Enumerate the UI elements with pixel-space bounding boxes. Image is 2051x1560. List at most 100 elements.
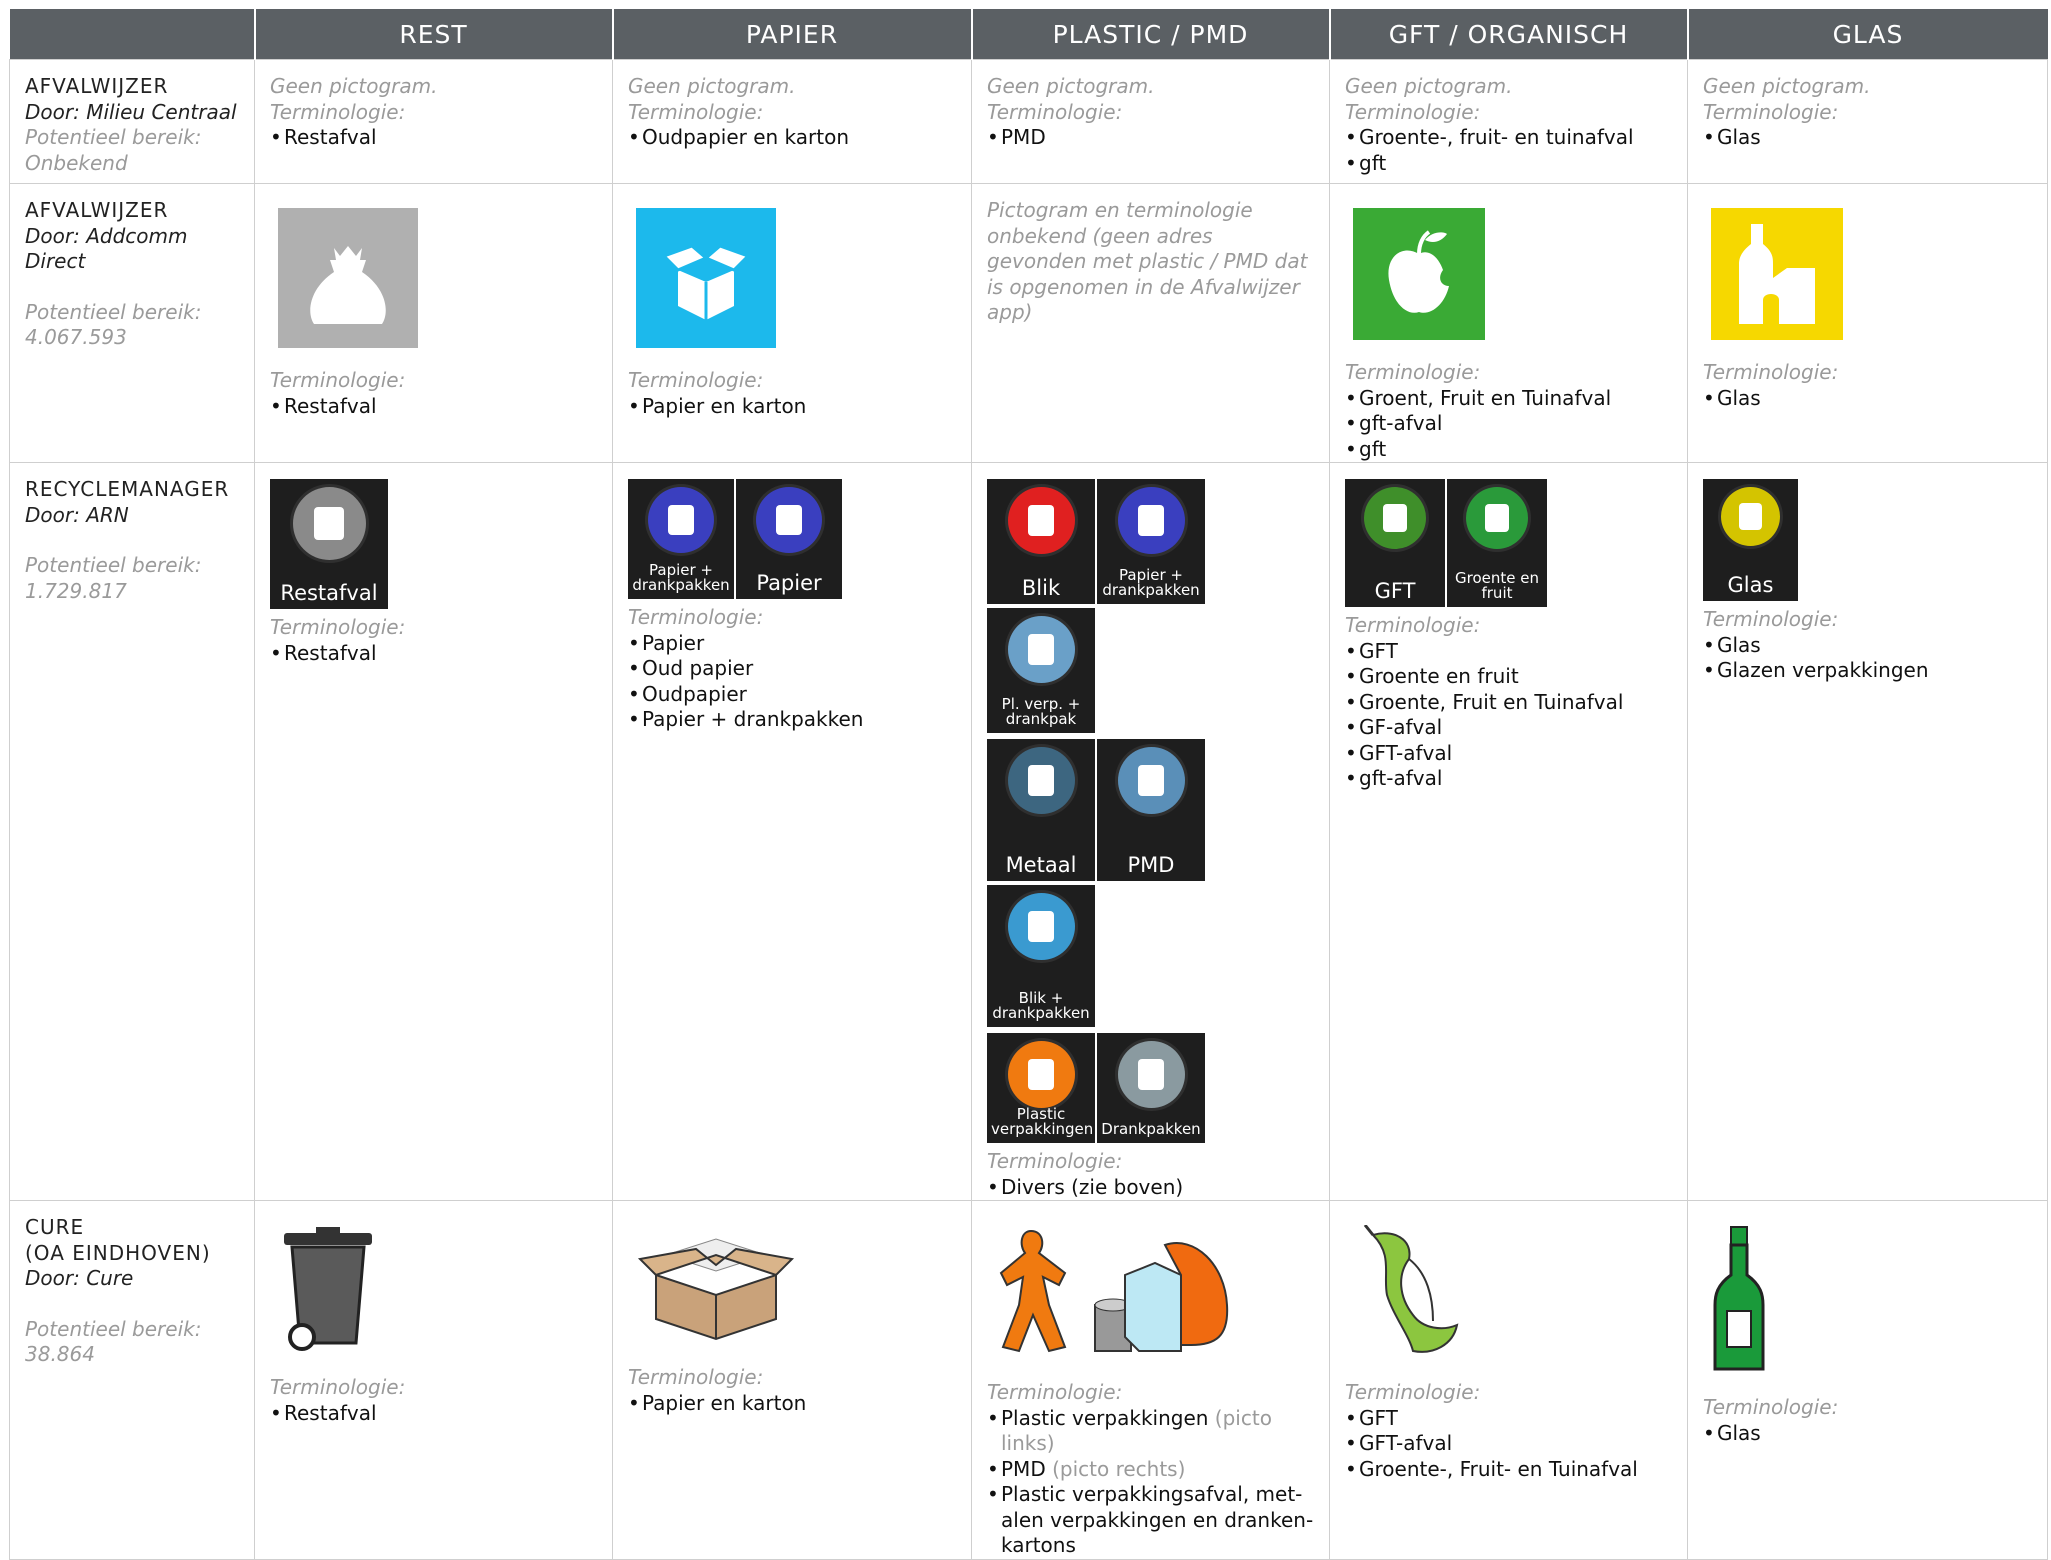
term-item: Glas xyxy=(1703,125,2033,151)
cell: Pictogram en terminologie onbekend (geen… xyxy=(971,183,1330,463)
term-item: Groente-, Fruit- en Tuinafval xyxy=(1345,1457,1673,1483)
icon-tile: Metaal xyxy=(987,739,1095,881)
source-by: Door: Cure xyxy=(25,1266,134,1290)
terminology-label: Terminologie: xyxy=(1703,607,1839,631)
cell-note: Geen pictogram. xyxy=(987,74,1155,98)
cell: GFT Groente en fruit Terminologie:GFTGroen… xyxy=(1329,462,1688,1201)
icon xyxy=(999,1229,1229,1353)
icon xyxy=(1711,208,1843,340)
icon-label: Papier xyxy=(756,570,822,595)
source-by: Door: Milieu Centraal xyxy=(25,99,237,124)
term-item: Groent, Fruit en Tuinafval xyxy=(1345,386,1673,412)
term-list: GlasGlazen verpakkingen xyxy=(1703,633,2033,684)
icon-label: Blik xyxy=(1021,575,1061,600)
icon-tile: Blik xyxy=(987,479,1095,604)
row-label-cell: RECYCLEMANAGER Door: ARN Potentieel bereik… xyxy=(9,462,255,1201)
term-item: Oudpapier en karton xyxy=(628,125,957,151)
term-list: Groente-, fruit- en tuinafvalgft xyxy=(1345,125,1673,176)
reach-value: 1.729.817 xyxy=(25,578,127,603)
source-name: AFVALWIJZER xyxy=(25,198,169,222)
cell: Glas Terminologie:GlasGlazen verpakkingen xyxy=(1687,462,2048,1201)
cell: Geen pictogram.Terminologie:Glas xyxy=(1687,59,2048,184)
cell: Geen pictogram.Terminologie:PMD xyxy=(971,59,1330,184)
cell: Terminologie:Groent, Fruit en Tuinafvalg… xyxy=(1329,183,1688,463)
column-header: REST xyxy=(253,9,613,60)
term-list: GFTGFT-afvalGroente-, Fruit- en Tuinafva… xyxy=(1345,1406,1673,1483)
term-item: Restafval xyxy=(270,1401,598,1427)
icon-circle xyxy=(292,487,366,560)
table-row: RECYCLEMANAGER Door: ARN Potentieel bereik… xyxy=(9,462,2048,1201)
source-name: AFVALWIJZER xyxy=(25,74,169,98)
term-list: Papier en karton xyxy=(628,1391,957,1417)
source-by: Door: Addcomm Direct xyxy=(25,223,188,274)
term-note: (picto rechts) xyxy=(1052,1456,1186,1481)
icon-label: Glas xyxy=(1727,572,1774,597)
terminology-label: Terminologie: xyxy=(628,1365,764,1389)
page: REST PAPIER PLASTIC / PMD GFT / ORGANISCH GL… xyxy=(0,0,2051,1298)
row-label-cell: AFVALWIJZER Door: Milieu Centraal Potentie… xyxy=(9,59,255,184)
term-item: GF-afval xyxy=(1345,715,1673,741)
term-item: Glas xyxy=(1703,1421,2033,1447)
terminology-label: Terminologie: xyxy=(987,99,1123,124)
reach-label: Potentieel bereik: xyxy=(25,1316,202,1341)
icon-tile: Pl. verp. + drankpak xyxy=(987,608,1095,733)
header-row: REST PAPIER PLASTIC / PMD GFT / ORGANISCH GL… xyxy=(9,9,2048,60)
term-list: Divers (zie boven) xyxy=(987,1175,1315,1200)
icon xyxy=(278,208,418,348)
table-row: CURE (OA EINDHOVEN) Door: Cure Potentieel b… xyxy=(9,1200,2048,1560)
icon-tile: Groente en fruit xyxy=(1447,479,1547,607)
cell: Geen pictogram.Terminologie:Oudpapier en… xyxy=(612,59,972,184)
icon-circle xyxy=(1117,747,1185,814)
cell: Geen pictogram.Terminologie:Restafval xyxy=(254,59,613,184)
icon xyxy=(1353,208,1485,340)
column-header: GFT / ORGANISCH xyxy=(1328,9,1688,60)
terminology-label: Terminologie: xyxy=(1345,613,1481,637)
reach-label: Potentieel bereik: xyxy=(25,299,202,324)
term-list: Glas xyxy=(1703,1421,2033,1447)
term-text: PMD xyxy=(1001,1456,1046,1481)
source-name: CURE xyxy=(25,1215,85,1239)
cell: Terminologie:Papier en karton xyxy=(612,183,972,463)
terminology-label: Terminologie: xyxy=(1345,99,1481,124)
icon-tile: Restafval xyxy=(270,479,388,609)
term-item: PMD (picto rechts) xyxy=(987,1457,1315,1483)
term-item: Restafval xyxy=(270,641,598,667)
icon-circle xyxy=(1007,616,1075,683)
term-item: gft xyxy=(1345,151,1673,177)
term-item: GFT-afval xyxy=(1345,1431,1673,1457)
icon-circle xyxy=(1117,1041,1185,1108)
term-text: Plastic verpakkingen xyxy=(1001,1405,1209,1430)
icon-tile: GFT xyxy=(1345,479,1445,607)
icon-circle xyxy=(1007,747,1075,814)
icon-circle xyxy=(648,487,714,553)
source-name: RECYCLEMANAGER xyxy=(25,477,230,501)
cell: Terminologie:Restafval xyxy=(254,1200,613,1560)
term-item: Plastic verpakkingsafval, met­alen verpa… xyxy=(987,1482,1315,1559)
table-header: REST PAPIER PLASTIC / PMD GFT / ORGANISCH GL… xyxy=(9,9,2048,60)
term-item: gft xyxy=(1345,437,1673,462)
term-item: gft-afval xyxy=(1345,411,1673,437)
icon-label: PMD xyxy=(1127,852,1175,877)
reach-value: 38.864 xyxy=(25,1342,95,1366)
term-item: Papier en karton xyxy=(628,394,957,420)
term-item: Divers (zie boven) xyxy=(987,1175,1315,1200)
waste-table: REST PAPIER PLASTIC / PMD GFT / ORGANISCH GL… xyxy=(9,9,2048,1560)
term-item: GFT xyxy=(1345,1406,1673,1432)
term-item: Papier xyxy=(628,631,957,657)
icon-label: Blik + drankpakken xyxy=(992,988,1090,1023)
icon-circle xyxy=(1007,487,1075,554)
terminology-label: Terminologie: xyxy=(628,99,764,124)
term-item: PMD xyxy=(987,125,1315,151)
icon-tile: Papier + drankpakken xyxy=(1097,479,1205,604)
term-list: Restafval xyxy=(270,641,598,667)
icon xyxy=(636,208,776,348)
reach-value: Onbekend xyxy=(25,150,128,175)
term-item: Oud papier xyxy=(628,656,957,682)
icon-label: Groente en fruit xyxy=(1455,568,1539,603)
icon-label: GFT xyxy=(1374,578,1416,603)
source-name: (OA EINDHOVEN) xyxy=(25,1240,211,1265)
icon-circle xyxy=(1466,487,1528,549)
term-item: Glas xyxy=(1703,386,2033,412)
icon-label: Papier + drankpakken xyxy=(1102,565,1200,600)
